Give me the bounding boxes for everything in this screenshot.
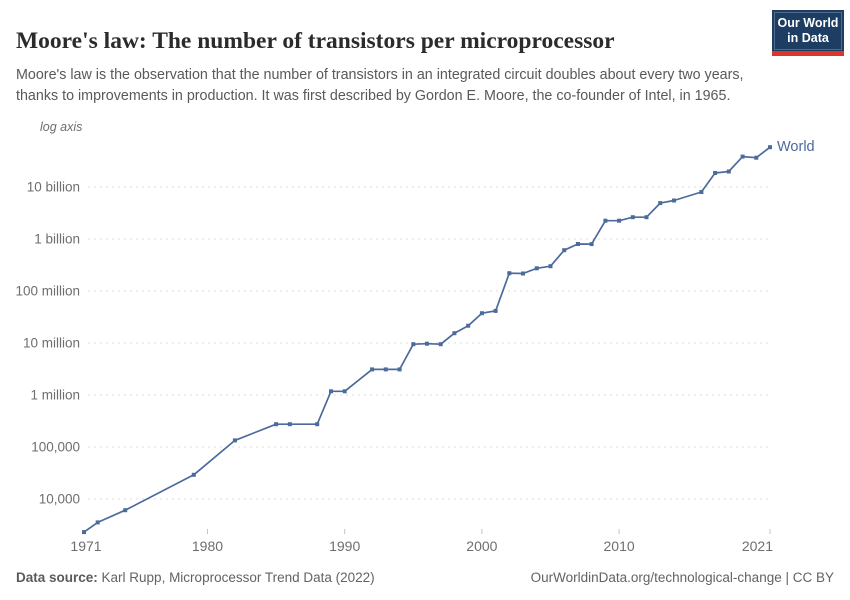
data-point-marker[interactable]: [191, 472, 196, 477]
chart-line-world[interactable]: [83, 146, 771, 533]
data-point-marker[interactable]: [726, 169, 731, 174]
data-point-marker[interactable]: [521, 271, 525, 276]
data-point-marker[interactable]: [479, 311, 484, 316]
data-point-marker[interactable]: [589, 242, 594, 247]
x-axis-tick-label: 1971: [70, 538, 101, 554]
data-point-marker[interactable]: [274, 422, 279, 427]
owid-logo-text: Our World in Data: [774, 12, 842, 50]
data-point-marker[interactable]: [713, 171, 718, 175]
chart-subtitle: Moore's law is the observation that the …: [16, 67, 744, 104]
data-point-marker[interactable]: [397, 367, 402, 372]
y-axis-tick-label: 10,000: [39, 492, 80, 507]
owid-url-license[interactable]: OurWorldinData.org/technological-change …: [530, 570, 834, 585]
data-point-marker[interactable]: [342, 389, 347, 394]
data-point-marker[interactable]: [658, 201, 663, 206]
owid-logo[interactable]: Our World in Data: [772, 10, 844, 56]
x-axis-tick-label: 2021: [742, 538, 773, 554]
y-axis-tick-label: 100,000: [31, 440, 80, 455]
data-point-marker[interactable]: [466, 323, 471, 328]
data-point-marker[interactable]: [438, 342, 443, 347]
data-point-marker[interactable]: [507, 271, 512, 276]
data-point-marker[interactable]: [754, 155, 759, 160]
data-point-marker[interactable]: [329, 389, 333, 394]
data-point-marker[interactable]: [617, 218, 622, 223]
data-point-marker[interactable]: [699, 190, 704, 194]
data-point-marker[interactable]: [452, 331, 457, 336]
data-point-marker[interactable]: [548, 264, 553, 269]
data-point-marker[interactable]: [315, 422, 320, 427]
data-point-marker[interactable]: [411, 342, 416, 347]
data-point-marker[interactable]: [232, 438, 237, 443]
data-point-marker[interactable]: [123, 508, 128, 513]
data-point-marker[interactable]: [425, 341, 429, 346]
page-title: Moore's law: The number of transistors p…: [16, 27, 615, 54]
data-point-marker[interactable]: [95, 520, 100, 525]
data-point-marker[interactable]: [370, 367, 375, 372]
data-point-marker[interactable]: [562, 248, 567, 253]
log-axis-note: log axis: [40, 120, 83, 134]
y-axis-tick-label: 1 billion: [34, 232, 80, 247]
y-axis-tick-label: 10 billion: [27, 180, 80, 195]
data-point-marker[interactable]: [493, 308, 498, 313]
data-source-value: Karl Rupp, Microprocessor Trend Data (20…: [97, 570, 375, 585]
data-point-marker[interactable]: [575, 242, 580, 246]
x-axis-tick-label: 1980: [192, 538, 223, 554]
owid-logo-red-bar: [772, 51, 844, 56]
y-axis-tick-label: 1 million: [30, 388, 80, 403]
data-point-marker[interactable]: [644, 215, 649, 220]
data-point-marker[interactable]: [287, 422, 292, 427]
y-axis-tick-label: 100 million: [15, 284, 80, 299]
data-point-marker[interactable]: [603, 218, 608, 223]
y-axis-tick-label: 10 million: [23, 336, 80, 351]
data-point-marker[interactable]: [672, 198, 676, 203]
data-point-marker[interactable]: [630, 215, 635, 220]
data-point-marker[interactable]: [768, 145, 772, 150]
data-point-marker[interactable]: [383, 367, 388, 372]
x-axis-tick-label: 2010: [604, 538, 635, 554]
data-point-marker[interactable]: [82, 530, 86, 535]
x-axis-tick-label: 2000: [466, 538, 497, 554]
series-label-world[interactable]: World: [777, 139, 815, 155]
data-point-marker[interactable]: [534, 266, 539, 271]
data-source-label: Data source:: [16, 570, 98, 585]
x-axis-tick-label: 1990: [329, 538, 360, 554]
data-point-marker[interactable]: [740, 154, 745, 159]
data-source-note: Data source: Karl Rupp, Microprocessor T…: [16, 570, 375, 585]
